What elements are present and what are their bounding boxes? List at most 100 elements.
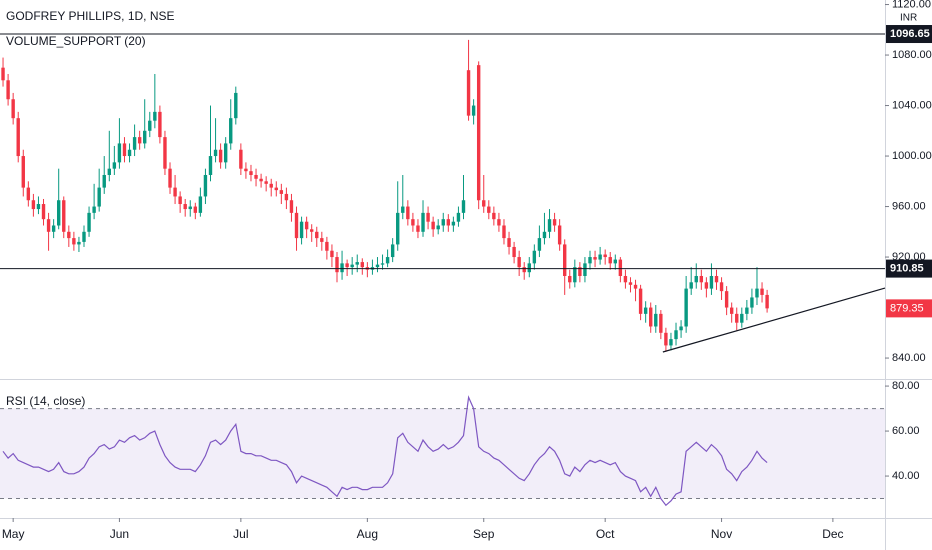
x-tick-label: May — [2, 527, 25, 541]
candle-body — [598, 254, 602, 260]
candle-body — [461, 200, 466, 213]
candle-body — [446, 219, 451, 226]
candle-body — [41, 204, 46, 220]
candle-body — [56, 200, 61, 226]
candle-body — [163, 137, 167, 169]
last-price-label: 879.35 — [890, 302, 924, 314]
candle-body — [269, 183, 273, 188]
candle-body — [537, 238, 542, 251]
level-label: 1096.65 — [890, 28, 930, 40]
candle-body — [36, 204, 41, 210]
candle-body — [279, 190, 284, 194]
candle-body — [77, 241, 81, 245]
candle-body — [512, 246, 516, 258]
candle-body — [765, 294, 769, 309]
candle-body — [552, 219, 557, 226]
candle-body — [375, 264, 380, 268]
candle-body — [583, 263, 587, 276]
x-tick-label: Aug — [357, 527, 378, 541]
candle-body — [345, 263, 349, 268]
candle-body — [330, 250, 334, 258]
candle-body — [492, 212, 496, 220]
x-tick-label: Nov — [711, 527, 732, 541]
candle-body — [31, 200, 36, 210]
candle-body — [385, 257, 390, 264]
rsi-tick-label: 40.00 — [892, 470, 920, 482]
level-label-box — [886, 25, 932, 44]
candle-body — [456, 212, 461, 222]
candle-body — [208, 156, 213, 175]
candle-body — [476, 65, 481, 201]
candle-body — [340, 263, 344, 273]
candle-body — [117, 143, 122, 163]
rsi-tick-label: 60.00 — [892, 425, 920, 437]
candle-body — [659, 313, 663, 333]
candle-body — [527, 263, 531, 273]
y-tick-label: 1080.00 — [892, 49, 932, 61]
candle-body — [16, 118, 20, 157]
candle-body — [502, 225, 506, 239]
candle-body — [173, 187, 177, 197]
candle-body — [750, 297, 754, 308]
candle-body — [6, 80, 10, 100]
candle-body — [325, 241, 329, 251]
candle-body — [299, 221, 304, 239]
candle-body — [406, 206, 410, 220]
candle-body — [183, 204, 187, 210]
candle-body — [578, 267, 582, 276]
candle-body — [1, 67, 5, 81]
candle-body — [628, 282, 633, 285]
candle-body — [234, 92, 238, 119]
candle-body — [649, 307, 653, 327]
candle-body — [254, 174, 258, 179]
candle-body — [355, 262, 359, 265]
chart-title: GODFREY PHILLIPS, 1D, NSE — [6, 9, 175, 23]
candle-body — [127, 149, 132, 157]
candle-body — [92, 206, 96, 213]
x-tick-label: Oct — [596, 527, 615, 541]
candle-body — [426, 212, 430, 222]
candle-body — [72, 238, 76, 245]
candle-body — [542, 231, 547, 239]
level-label: 910.85 — [890, 263, 924, 275]
candle-body — [21, 156, 25, 188]
candle-body — [719, 282, 724, 292]
candle-body — [112, 162, 117, 169]
candle-body — [664, 332, 668, 346]
candle-body — [760, 288, 764, 295]
candle-body — [259, 178, 263, 182]
candle-body — [203, 174, 208, 197]
candle-body — [471, 105, 476, 116]
candle-body — [335, 257, 339, 273]
candle-body — [487, 206, 491, 213]
last-price-box — [886, 299, 932, 318]
candle-body — [244, 168, 248, 172]
indicator-label: VOLUME_SUPPORT (20) — [6, 34, 146, 48]
candle-body — [532, 250, 537, 264]
candle-body — [132, 137, 137, 150]
candle-body — [638, 288, 643, 314]
candle-body — [264, 181, 268, 184]
rsi-line — [2, 395, 768, 507]
candle-body — [239, 149, 243, 169]
candle-body — [684, 288, 688, 327]
y-tick-label: 960.00 — [892, 200, 926, 212]
candle-body — [274, 187, 278, 191]
candle-body — [729, 307, 734, 314]
level-label-box — [886, 259, 932, 278]
candle-body — [482, 200, 486, 207]
candle-body — [122, 143, 127, 157]
candle-body — [168, 168, 172, 188]
candle-body — [380, 263, 385, 265]
candle-body — [87, 212, 91, 232]
candle-body — [315, 231, 319, 239]
candle-body — [390, 244, 395, 258]
candle-body — [654, 313, 658, 327]
y-tick-label: 840.00 — [892, 352, 926, 364]
candle-body — [593, 257, 597, 260]
candle-body — [158, 111, 162, 138]
candle-body — [350, 264, 354, 268]
candle-body — [613, 259, 618, 264]
candle-body — [218, 149, 223, 163]
x-tick-label: Dec — [822, 527, 843, 541]
